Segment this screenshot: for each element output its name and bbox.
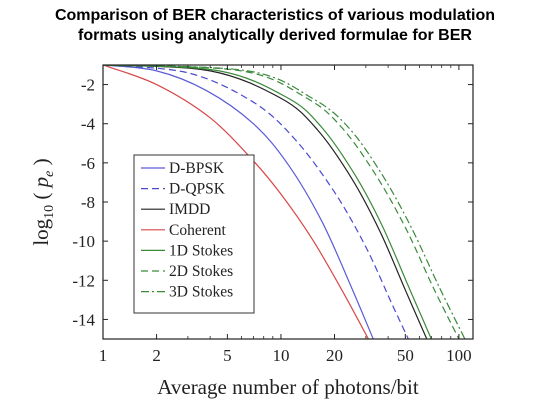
y-axis-label: log10 ( pe ): [29, 158, 57, 245]
chart-title: Comparison of BER characteristics of var…: [0, 6, 550, 46]
y-tick-label: -10: [72, 232, 95, 251]
series-line-0: [103, 65, 374, 339]
series-line-2: [103, 65, 428, 339]
y-tick-label: -4: [81, 115, 96, 134]
legend-label-4: 1D Stokes: [169, 242, 233, 259]
y-axis-label-variable: p: [29, 177, 53, 190]
legend: D-BPSK D-QPSK IMDD Coherent 1D Stokes 2D Stok…: [133, 154, 255, 314]
series-line-4: [103, 65, 432, 339]
legend-label-1: D-QPSK: [169, 181, 226, 198]
y-tick-label: -14: [72, 310, 95, 329]
chart-title-line-2: formats using analytically derived formu…: [78, 27, 472, 44]
svg-text:log10 ( pe ): log10 ( pe ): [29, 158, 57, 245]
y-tick-label: -12: [72, 271, 95, 290]
y-axis-label-base: log: [29, 218, 53, 245]
series-line-5: [103, 65, 460, 339]
x-tick-label: 2: [152, 346, 161, 365]
x-tick-label: 50: [397, 346, 414, 365]
chart-title-line-1: Comparison of BER characteristics of var…: [54, 7, 496, 24]
x-tick-label: 5: [223, 346, 232, 365]
x-tick-label: 100: [446, 346, 472, 365]
x-tick-label: 1: [99, 346, 108, 365]
series-line-3: [103, 65, 369, 339]
y-tick-label: -2: [81, 76, 95, 95]
y-axis-label-variable-subscript: e: [42, 171, 57, 177]
legend-label-3: Coherent: [169, 222, 227, 239]
y-axis-label-subscript: 10: [42, 205, 57, 219]
legend-label-6: 3D Stokes: [169, 284, 233, 301]
legend-label-2: IMDD: [169, 201, 210, 218]
legend-label-5: 2D Stokes: [169, 263, 233, 280]
series-line-1: [103, 65, 409, 339]
y-axis-ticks: -2 -4 -6 -8 -10 -12 -14: [72, 76, 473, 329]
x-axis-ticks: 1 2 5 10 20 50 100: [99, 65, 472, 365]
legend-label-0: D-BPSK: [169, 160, 225, 177]
series-lines: [103, 65, 466, 339]
series-line-6: [103, 65, 466, 339]
legend-box: [133, 154, 255, 314]
y-tick-label: -8: [81, 193, 95, 212]
x-tick-label: 10: [272, 346, 289, 365]
x-axis-label: Average number of photons/bit: [157, 375, 419, 399]
x-tick-label: 20: [326, 346, 343, 365]
y-tick-label: -6: [81, 154, 95, 173]
